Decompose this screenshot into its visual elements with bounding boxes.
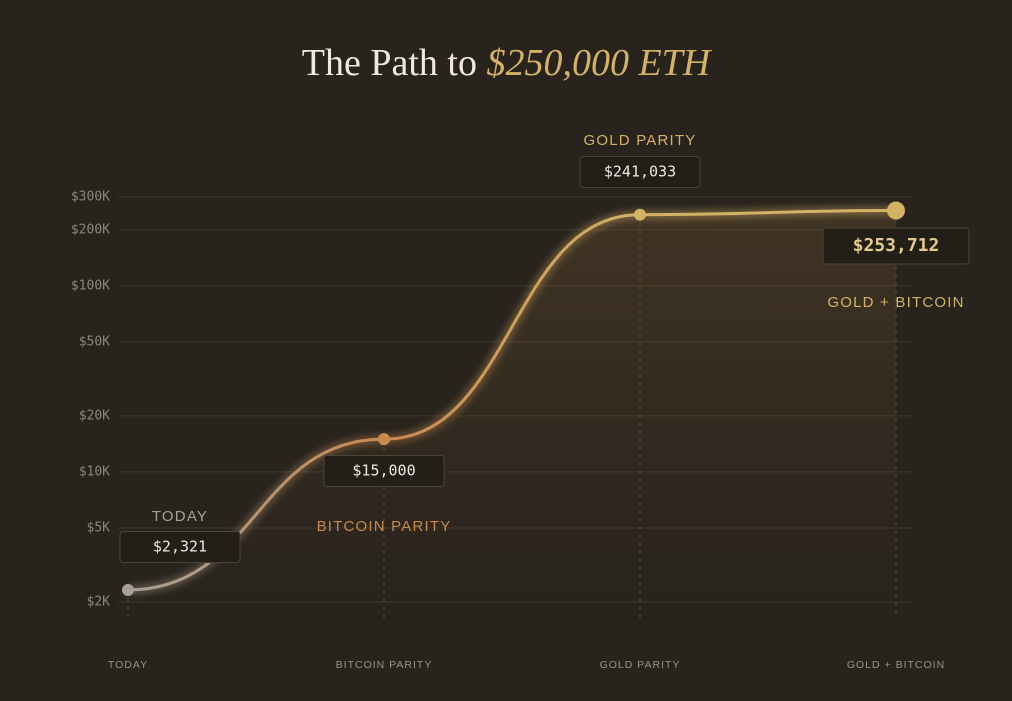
chart-title: The Path to $250,000 ETH — [302, 42, 713, 84]
value-box — [119, 531, 241, 563]
point-label: GOLD + BITCOIN — [827, 294, 964, 311]
value-label: $241,033 — [604, 163, 676, 181]
y-tick-label: $200K — [71, 222, 110, 237]
x-tick-label: GOLD + BITCOIN — [847, 659, 945, 671]
point-label: BITCOIN PARITY — [317, 518, 452, 535]
area — [128, 210, 896, 602]
value-label: $253,712 — [853, 235, 940, 256]
y-tick-label: $20K — [79, 408, 110, 423]
x-tick-label: BITCOIN PARITY — [336, 659, 433, 671]
value-box — [323, 455, 445, 487]
y-tick-label: $2K — [87, 595, 111, 610]
x-tick-label: GOLD PARITY — [600, 659, 681, 671]
title-main: The Path to — [302, 42, 477, 84]
value-label: $2,321 — [153, 538, 207, 556]
x-tick-label: TODAY — [108, 659, 148, 671]
y-tick-label: $300K — [71, 190, 110, 205]
point — [378, 433, 390, 446]
point — [634, 208, 646, 221]
y-tick-label: $50K — [79, 334, 110, 349]
y-tick-label: $5K — [87, 520, 111, 535]
value-box — [579, 156, 701, 188]
title-highlight: $250,000 ETH — [486, 42, 712, 84]
y-tick-label: $10K — [79, 464, 110, 479]
point-label: GOLD PARITY — [584, 132, 697, 149]
point — [887, 201, 905, 220]
line — [127, 209, 897, 592]
value-box — [822, 227, 970, 265]
point — [122, 583, 134, 596]
y-tick-label: $100K — [71, 278, 110, 293]
point-label: TODAY — [152, 508, 208, 525]
value-label: $15,000 — [352, 462, 415, 480]
